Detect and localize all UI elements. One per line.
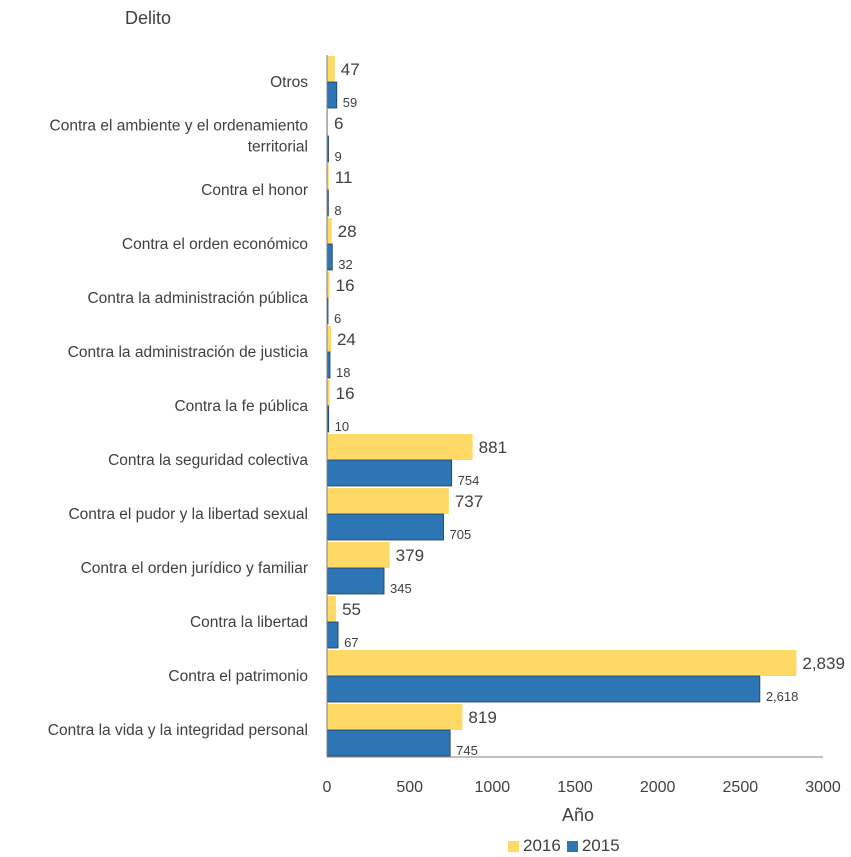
- data-label-2015-3: 32: [338, 257, 352, 272]
- data-label-2016-4: 16: [336, 276, 355, 295]
- bar-2015-0: [326, 81, 338, 109]
- x-tick-label-2: 1000: [475, 779, 511, 796]
- bar-2015-9: [326, 567, 385, 595]
- data-label-2016-1: 6: [334, 114, 343, 133]
- bar-2016-2: [327, 164, 329, 190]
- data-label-2015-1: 9: [334, 149, 341, 164]
- data-label-2015-10: 67: [344, 635, 358, 650]
- x-tick-label-5: 2500: [723, 779, 759, 796]
- legend-item-2016: 2016: [508, 836, 561, 856]
- legend-swatch-2015: [566, 840, 578, 852]
- category-label-8: Contra el pudor y la libertad sexual: [68, 506, 308, 523]
- category-label-1-line-1: territorial: [248, 139, 308, 156]
- data-label-2016-6: 16: [336, 384, 355, 403]
- x-tick-label-6: 3000: [805, 779, 841, 796]
- category-label-12: Contra la vida y la integridad personal: [48, 722, 308, 739]
- data-label-2015-2: 8: [334, 203, 341, 218]
- bar-2016-5: [327, 326, 331, 352]
- bar-2016-0: [327, 56, 335, 82]
- legend-label-2016: 2016: [523, 836, 561, 855]
- data-label-2015-12: 745: [456, 743, 478, 758]
- data-label-2016-12: 819: [468, 708, 496, 727]
- x-axis-title: Año: [562, 805, 594, 825]
- bar-2016-11: [327, 650, 797, 676]
- data-label-2016-3: 28: [338, 222, 357, 241]
- data-label-2016-7: 881: [479, 438, 507, 457]
- bar-2016-10: [327, 596, 337, 622]
- data-label-2015-9: 345: [390, 581, 412, 596]
- data-label-2015-4: 6: [334, 311, 341, 326]
- category-label-3: Contra el orden económico: [122, 236, 308, 253]
- bar-2015-12: [326, 729, 451, 757]
- category-label-1-line-0: Contra el ambiente y el ordenamiento: [50, 118, 308, 135]
- data-label-2016-5: 24: [337, 330, 356, 349]
- data-label-2015-6: 10: [335, 419, 349, 434]
- category-label-0: Otros: [270, 74, 308, 91]
- bar-2015-3: [326, 243, 333, 271]
- data-label-2015-11: 2,618: [766, 689, 799, 704]
- data-label-2015-7: 754: [458, 473, 480, 488]
- category-label-11: Contra el patrimonio: [168, 668, 308, 685]
- category-label-10: Contra la libertad: [190, 614, 308, 631]
- x-tick-label-1: 500: [396, 779, 423, 796]
- y-axis-title: Delito: [125, 8, 172, 28]
- bar-2016-9: [327, 542, 390, 568]
- legend-swatch-2016: [508, 840, 519, 852]
- x-tick-label-4: 2000: [640, 779, 676, 796]
- data-label-2015-0: 59: [343, 95, 357, 110]
- bar-2015-10: [326, 621, 339, 649]
- data-label-2016-11: 2,839: [802, 654, 845, 673]
- category-label-5: Contra la administración de justicia: [68, 344, 309, 361]
- category-label-9: Contra el orden jurídico y familiar: [81, 560, 308, 577]
- bar-2016-12: [327, 704, 463, 730]
- data-label-2016-9: 379: [396, 546, 424, 565]
- bar-2016-7: [327, 434, 473, 460]
- x-tick-label-0: 0: [323, 779, 332, 796]
- bar-2015-8: [326, 513, 444, 541]
- legend-label-2015: 2015: [581, 836, 620, 855]
- category-label-7: Contra la seguridad colectiva: [108, 452, 308, 469]
- data-label-2016-8: 737: [455, 492, 483, 511]
- category-label-6: Contra la fe pública: [174, 398, 308, 415]
- data-label-2015-8: 705: [450, 527, 472, 542]
- data-label-2016-2: 11: [335, 168, 353, 187]
- data-label-2016-0: 47: [341, 60, 360, 79]
- bar-2015-11: [326, 675, 761, 703]
- data-label-2016-10: 55: [342, 600, 361, 619]
- bar-2016-6: [327, 380, 330, 406]
- legend-item-2015: 2015: [566, 836, 620, 856]
- category-label-2: Contra el honor: [201, 182, 308, 199]
- bar-2016-8: [327, 488, 449, 514]
- x-tick-label-3: 1500: [557, 779, 593, 796]
- bar-2016-3: [327, 218, 332, 244]
- data-label-2015-5: 18: [336, 365, 350, 380]
- bar-2015-7: [326, 459, 453, 487]
- category-label-4: Contra la administración pública: [87, 290, 308, 307]
- legend: 2016 2015: [508, 836, 626, 856]
- bar-2016-4: [327, 272, 330, 298]
